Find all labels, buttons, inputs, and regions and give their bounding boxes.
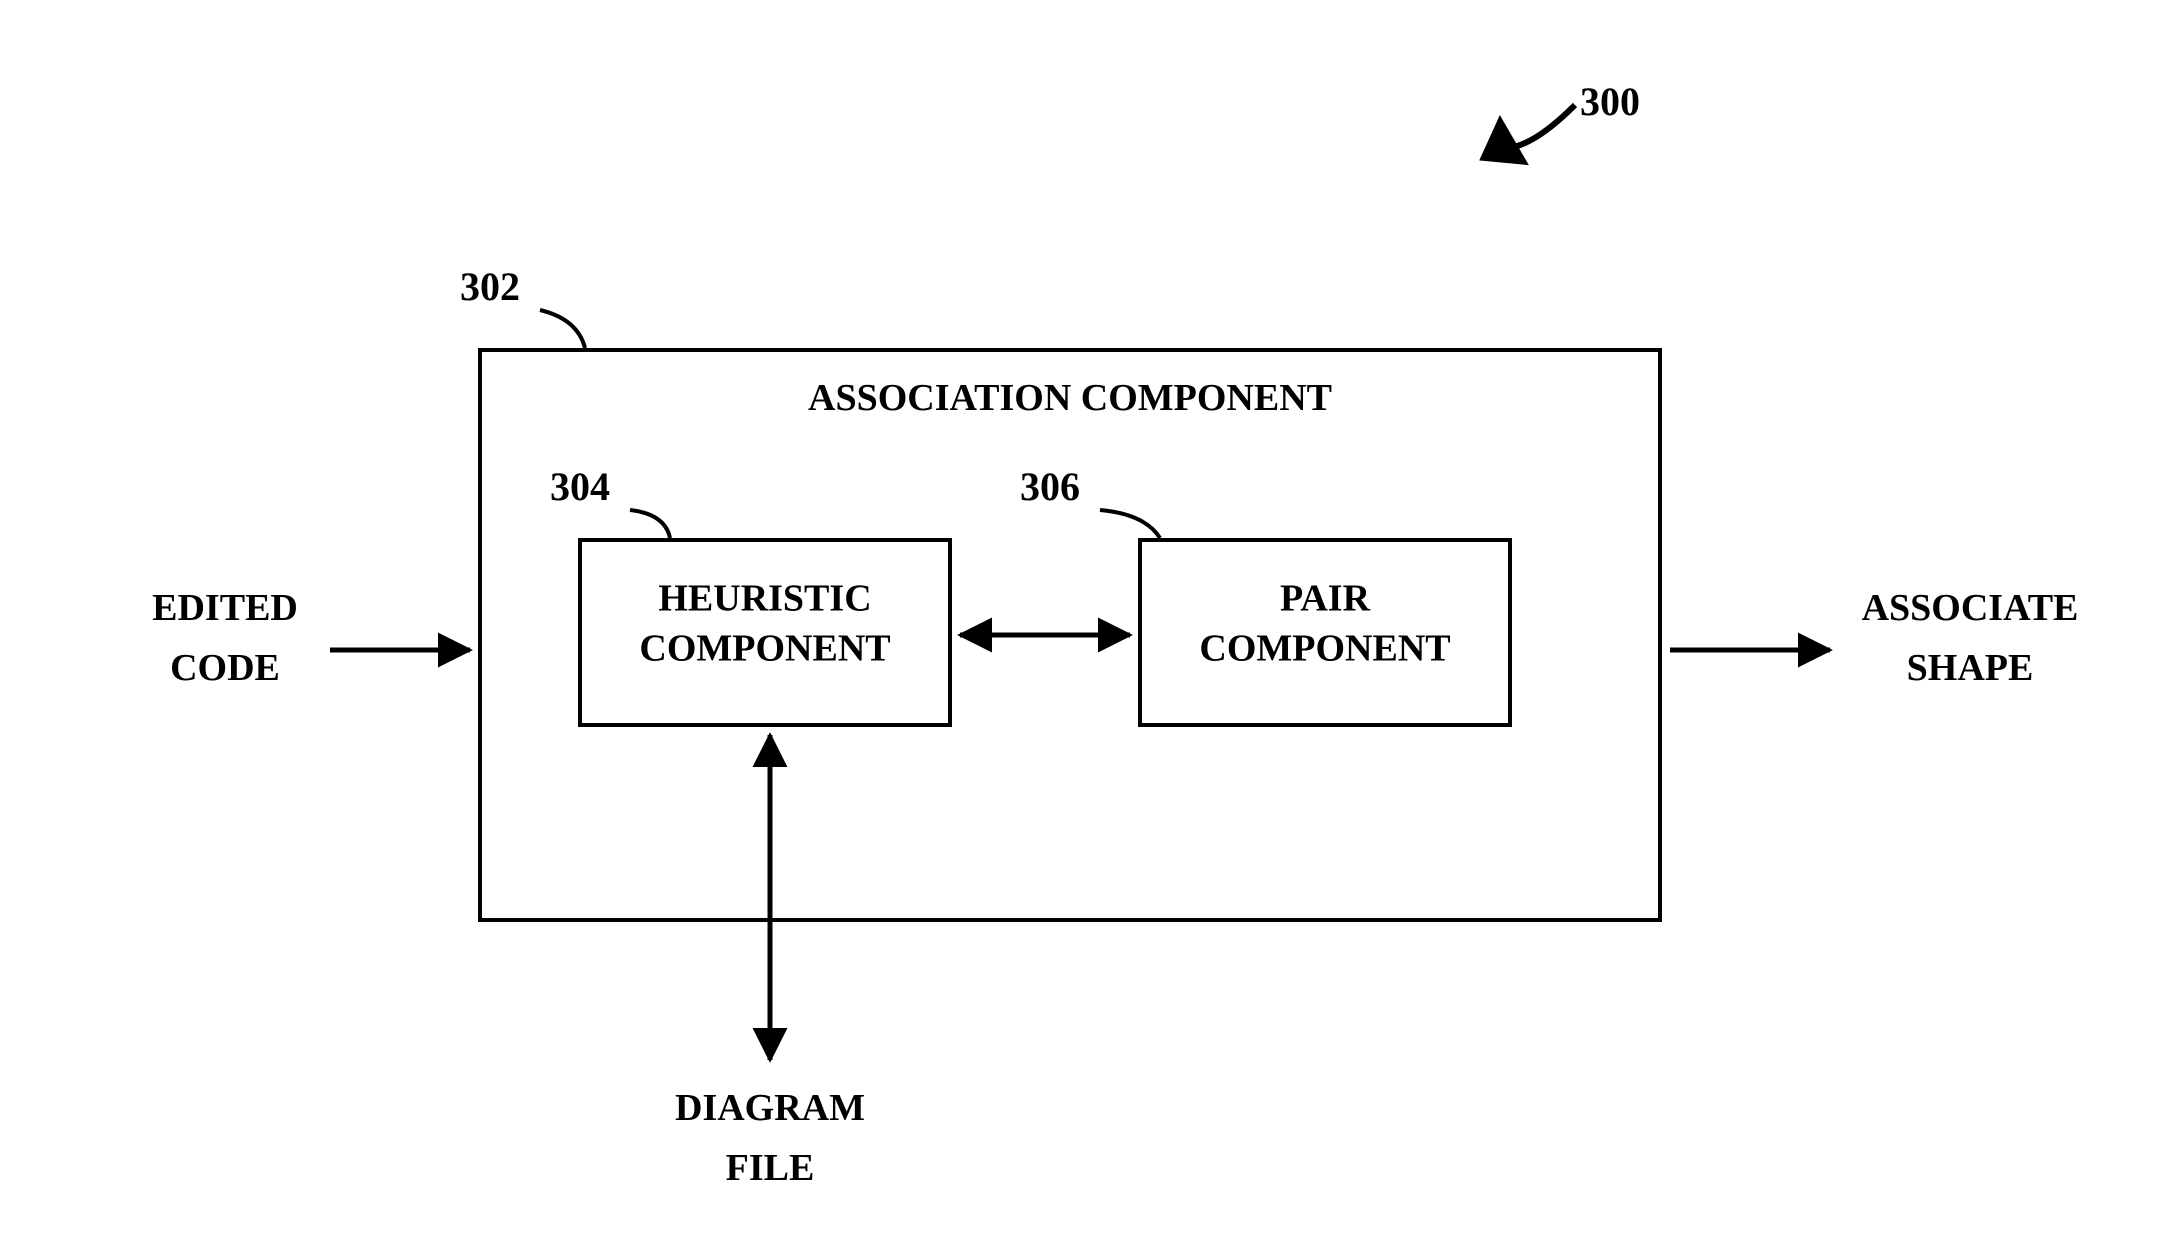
ref-304: 304	[550, 464, 610, 509]
diagram-file-label-2: FILE	[726, 1147, 815, 1189]
ref-302: 302	[460, 264, 520, 309]
system-arrow-head	[1480, 116, 1528, 164]
leader-302	[540, 310, 585, 348]
associate-shape-label-1: ASSOCIATE	[1862, 587, 2079, 629]
diagram-file-label-1: DIAGRAM	[675, 1087, 865, 1129]
leader-304	[630, 510, 670, 538]
pair-component-label-2: COMPONENT	[1199, 628, 1450, 670]
ref-300: 300	[1580, 79, 1640, 124]
ref-306: 306	[1020, 464, 1080, 509]
edited-code-label-2: CODE	[170, 647, 280, 689]
association-component-title: ASSOCIATION COMPONENT	[808, 377, 1332, 419]
leader-306	[1100, 510, 1160, 538]
heuristic-component-label-1: HEURISTIC	[658, 578, 871, 620]
pair-component-label-1: PAIR	[1280, 578, 1371, 620]
associate-shape-label-2: SHAPE	[1907, 647, 2034, 689]
edited-code-label-1: EDITED	[152, 587, 298, 629]
heuristic-component-label-2: COMPONENT	[639, 628, 890, 670]
